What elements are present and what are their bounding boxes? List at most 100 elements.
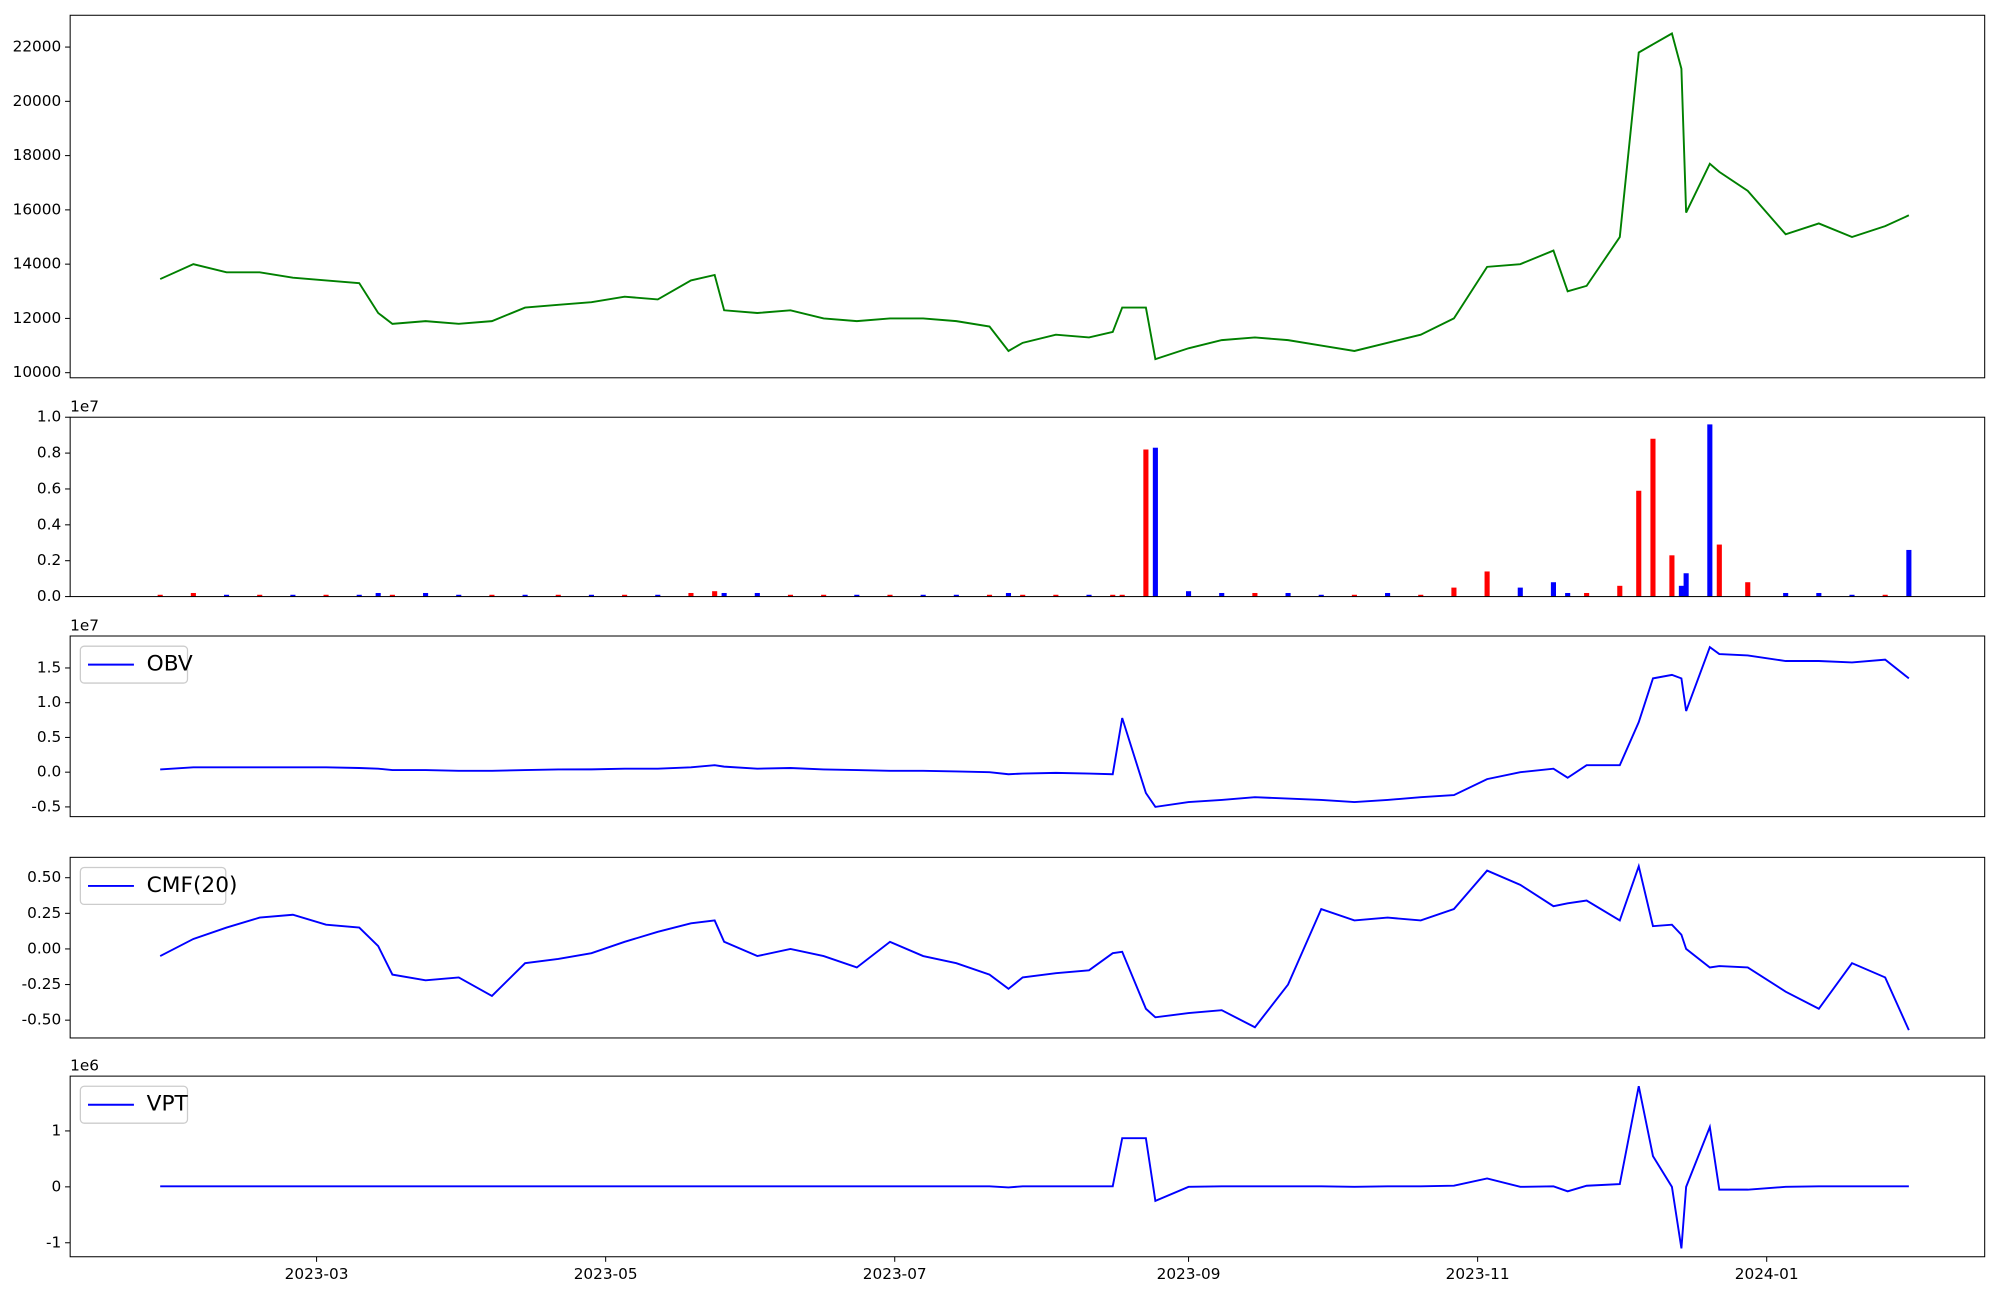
y-tick-label: 0.4 (37, 515, 61, 533)
volume-bar (1252, 592, 1258, 597)
y-tick-label: 0 (51, 1177, 61, 1195)
volume-bar (588, 594, 594, 597)
volume-bar (721, 592, 727, 597)
y-tick-label: 0.6 (37, 479, 61, 497)
volume-bar (1906, 549, 1912, 597)
line (160, 1085, 1909, 1249)
y-tick-label: 0.50 (27, 868, 61, 886)
volume-bar (157, 594, 163, 597)
volume-bar (1783, 592, 1789, 597)
volume-bar (1351, 594, 1357, 597)
offset-label: 1e7 (70, 616, 99, 634)
volume-bar (1219, 592, 1225, 597)
y-tick-label: 1.0 (37, 408, 61, 426)
y-tick-label: 18000 (13, 146, 62, 164)
y-tick-label: 10000 (13, 363, 62, 381)
volume-bar (1650, 438, 1656, 597)
volume-bar (1636, 490, 1642, 597)
legend-label: OBV (147, 652, 193, 677)
volume-bar (1565, 592, 1571, 597)
legend-label: VPT (147, 1092, 189, 1117)
axes-frame (69, 856, 1986, 1039)
volume-bar (754, 592, 760, 597)
x-tick-label: 2023-05 (574, 1265, 638, 1283)
volume-bar (1053, 594, 1059, 597)
y-tick-label: 0.0 (37, 763, 61, 781)
y-tick-label: 0.5 (37, 728, 61, 746)
volume-bar (1584, 592, 1590, 597)
volume-bar (423, 592, 429, 597)
volume-bar (356, 594, 362, 597)
volume-bar (688, 592, 694, 597)
volume-bar (1451, 587, 1457, 597)
x-tick-label: 2023-03 (285, 1265, 349, 1283)
volume-bar (622, 594, 628, 597)
line (159, 862, 1910, 1031)
volume-bar (953, 594, 959, 597)
y-tick-label: 1 (51, 1121, 61, 1139)
axes-frame (69, 635, 1986, 818)
x-tick-label: 2023-11 (1446, 1265, 1510, 1283)
y-tick-label: 12000 (13, 309, 62, 327)
y-tick-label: -1 (46, 1233, 61, 1251)
volume-bar (522, 594, 528, 597)
line (159, 32, 1910, 361)
volume-bar (323, 594, 329, 597)
volume-bar (489, 594, 495, 597)
volume-bar (555, 594, 561, 597)
volume-bar (655, 594, 661, 597)
volume-bar (887, 594, 893, 597)
y-tick-label: 14000 (13, 255, 62, 273)
volume-bar (1110, 594, 1116, 597)
volume-bar (290, 594, 296, 597)
volume-bar (1849, 594, 1855, 597)
volume-bar (1745, 582, 1751, 597)
volume-bar (1484, 571, 1490, 597)
volume-bar (190, 592, 196, 597)
volume-bar (375, 592, 381, 597)
y-tick-label: 0.0 (37, 587, 61, 605)
offset-label: 1e7 (70, 398, 99, 416)
volume-bar (1517, 587, 1523, 597)
volume-bar (1185, 591, 1192, 597)
x-tick-label: 2023-07 (863, 1265, 927, 1283)
volume-bar (1086, 594, 1092, 597)
volume-bar (1683, 573, 1689, 597)
volume-bar (1385, 592, 1391, 597)
volume-bar (1678, 585, 1684, 597)
volume-bar (1669, 555, 1675, 597)
volume-bar (1285, 592, 1291, 597)
volume-bar (1020, 594, 1026, 597)
line (160, 645, 1910, 808)
volume-bar (456, 594, 462, 597)
volume-bar (1143, 449, 1149, 597)
volume-bar (1882, 594, 1888, 597)
y-tick-label: 1.5 (37, 658, 61, 676)
y-tick-label: -0.50 (22, 1011, 62, 1029)
x-tick-label: 2024-01 (1735, 1265, 1799, 1283)
y-tick-label: 1.0 (37, 693, 61, 711)
volume-bar (257, 594, 263, 597)
y-tick-label: 16000 (13, 200, 62, 218)
volume-bar (389, 594, 395, 597)
legend-label: CMF(20) (147, 873, 238, 898)
volume-bar (712, 591, 718, 597)
offset-label: 1e6 (70, 1056, 99, 1074)
volume-bar (1005, 592, 1012, 597)
x-tick-label: 2023-09 (1157, 1265, 1221, 1283)
y-tick-label: 0.2 (37, 551, 61, 569)
volume-bar (1119, 594, 1125, 597)
axes-frame (69, 1075, 1986, 1258)
volume-bar (1418, 594, 1424, 597)
y-tick-label: 20000 (13, 92, 62, 110)
volume-bar (1707, 424, 1713, 597)
volume-bar (1550, 582, 1556, 597)
volume-bar (1716, 544, 1722, 597)
y-tick-label: 0.25 (27, 904, 61, 922)
volume-bar (1152, 447, 1158, 597)
y-tick-label: 22000 (13, 38, 62, 56)
volume-bar (223, 594, 230, 597)
volume-bar (821, 594, 827, 597)
